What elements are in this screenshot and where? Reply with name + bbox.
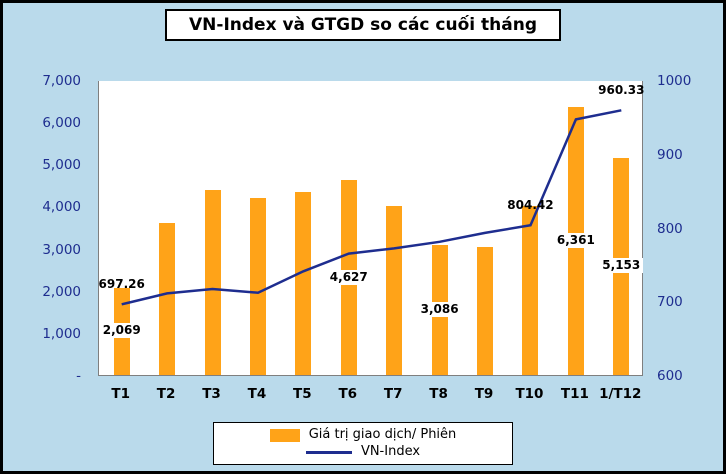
x-axis-label: T4: [247, 386, 267, 402]
line-data-label: 697.26: [98, 277, 145, 292]
left-axis: 7,000 6,000 5,000 4,000 3,000 2,000 1,000 -: [3, 73, 89, 384]
line-series-swatch-icon: [305, 450, 352, 454]
x-axis-label: T5: [293, 386, 312, 402]
right-axis-tick: 800: [657, 220, 683, 237]
line-data-label: 804.42: [507, 198, 554, 213]
x-axis-label: 1/T12: [599, 386, 642, 402]
bar-data-label: 6,361: [553, 232, 598, 248]
bar-T3: [204, 190, 221, 375]
left-axis-tick: 2,000: [42, 283, 81, 300]
legend: Giá trị giao dịch/ Phiên VN-Index: [213, 422, 513, 465]
left-axis-tick: 3,000: [42, 241, 81, 258]
right-axis: 1000 900 800 700 600: [651, 73, 721, 384]
legend-bar-label: Giá trị giao dịch/ Phiên: [308, 427, 457, 442]
left-axis-tick: 4,000: [42, 199, 81, 216]
bar-data-label: 3,086: [417, 301, 462, 317]
x-axis-label: T7: [383, 386, 403, 402]
right-axis-tick: 600: [657, 368, 683, 384]
legend-line-label: VN-Index: [360, 444, 421, 459]
x-axis-label: T2: [156, 386, 176, 402]
x-axis-label: T9: [474, 386, 494, 402]
left-axis-tick: 5,000: [42, 157, 81, 174]
bar-T4: [249, 198, 266, 375]
right-axis-tick: 1000: [657, 73, 692, 89]
x-axis-label: T3: [202, 386, 221, 402]
left-axis-tick: 7,000: [42, 73, 81, 89]
x-axis-label: T11: [560, 386, 589, 402]
x-axis-label: T1: [111, 386, 130, 402]
chart-title: VN-Index và GTGD so các cuối tháng: [165, 9, 561, 41]
x-axis-label: T8: [429, 386, 448, 402]
bar-data-label: 5,153: [599, 258, 644, 274]
left-axis-tick: 6,000: [42, 115, 81, 132]
bar-data-label: 2,069: [99, 323, 144, 339]
bar-series-swatch-icon: [269, 428, 300, 442]
plot-area: 2,069 4,627 3,086 6,361 5,153 697.26 804.42 960…: [98, 81, 645, 376]
right-axis-tick: 700: [657, 294, 683, 311]
x-axis-label: T6: [338, 386, 358, 402]
bar-T9: [477, 246, 494, 375]
line-data-label: 960.33: [598, 83, 645, 98]
legend-item-line: VN-Index: [305, 444, 421, 460]
bar-T10: [522, 205, 539, 375]
bar-T5: [295, 192, 312, 375]
bar-T2: [159, 223, 176, 375]
bar-data-label: 4,627: [326, 269, 371, 285]
vn-index-line: [121, 109, 622, 306]
left-axis-tick: 1,000: [42, 325, 81, 342]
legend-item-bars: Giá trị giao dịch/ Phiên: [269, 427, 457, 443]
right-axis-tick: 900: [657, 146, 683, 163]
vn-index-polyline: [121, 109, 622, 306]
x-axis: T1 T2 T3 T4 T5 T6 T7 T8 T9 T10 T11 1/T12: [98, 386, 643, 408]
left-axis-tick: -: [76, 368, 81, 384]
x-axis-label: T10: [515, 386, 544, 402]
